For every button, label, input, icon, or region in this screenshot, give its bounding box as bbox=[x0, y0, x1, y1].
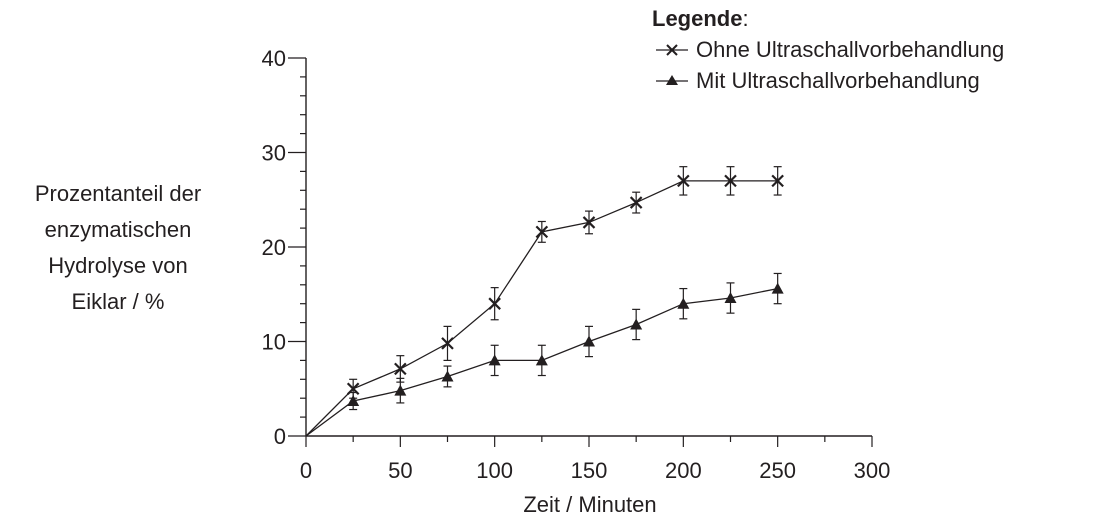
legend: Legende: Ohne Ultraschallvorbehandlung M… bbox=[652, 4, 1004, 96]
axis-ticks: 0 50 100 150 200 250 300 0 10 20 30 40 bbox=[262, 46, 891, 483]
x-marker-stroke bbox=[724, 174, 737, 188]
x-marker-point bbox=[582, 216, 596, 229]
x-axis-label: Zeit / Minuten bbox=[523, 492, 657, 517]
x-tick-label: 300 bbox=[854, 458, 891, 483]
triangle-marker-point bbox=[583, 335, 595, 347]
series-ohne bbox=[305, 166, 784, 437]
x-tick-label: 250 bbox=[759, 458, 796, 483]
axes bbox=[305, 58, 872, 437]
legend-item-ohne: Ohne Ultraschallvorbehandlung bbox=[652, 35, 1004, 65]
x-marker-point bbox=[724, 174, 737, 188]
x-marker-stroke bbox=[771, 174, 784, 188]
y-tick-label: 30 bbox=[262, 141, 286, 166]
triangle-marker-point bbox=[630, 318, 643, 330]
x-marker-point bbox=[394, 362, 407, 376]
x-tick-label: 100 bbox=[476, 458, 513, 483]
x-marker-point bbox=[488, 297, 501, 310]
x-marker-point bbox=[629, 196, 643, 209]
x-marker-point bbox=[771, 174, 784, 188]
triangle-marker-point bbox=[347, 395, 360, 407]
x-marker-point bbox=[535, 225, 549, 239]
y-tick-label: 40 bbox=[262, 46, 286, 71]
triangle-marker-point bbox=[394, 384, 407, 396]
y-tick-label: 20 bbox=[262, 235, 286, 260]
legend-label-mit: Mit Ultraschallvorbehandlung bbox=[696, 68, 980, 93]
x-marker-stroke bbox=[677, 174, 690, 188]
series-mit bbox=[305, 272, 784, 437]
legend-title-text: Legende bbox=[652, 6, 743, 31]
x-marker-point bbox=[441, 337, 454, 350]
triangle-marker-point bbox=[535, 354, 548, 366]
x-marker-stroke bbox=[488, 297, 501, 310]
triangle-marker-point bbox=[441, 370, 454, 382]
x-marker-stroke bbox=[394, 362, 407, 376]
x-marker-stroke bbox=[629, 196, 643, 209]
legend-item-mit: Mit Ultraschallvorbehandlung bbox=[652, 66, 1004, 96]
x-marker-stroke bbox=[441, 337, 454, 350]
series-line bbox=[305, 180, 778, 437]
legend-label-ohne: Ohne Ultraschallvorbehandlung bbox=[696, 37, 1005, 62]
triangle-marker-point bbox=[724, 292, 737, 304]
y-tick-label: 10 bbox=[262, 330, 286, 355]
triangle-marker-point bbox=[677, 297, 690, 309]
triangle-marker-point bbox=[488, 354, 501, 366]
legend-title: Legende: bbox=[652, 4, 1004, 34]
triangle-marker-icon bbox=[656, 75, 688, 85]
x-marker-icon bbox=[656, 44, 688, 56]
x-marker-stroke bbox=[535, 225, 549, 239]
x-marker-point bbox=[677, 174, 690, 188]
legend-title-colon: : bbox=[742, 6, 749, 31]
x-tick-label: 0 bbox=[300, 458, 312, 483]
x-tick-label: 50 bbox=[388, 458, 412, 483]
x-tick-label: 200 bbox=[665, 458, 702, 483]
y-axis-label: Prozentanteil der enzymatischen Hydrolys… bbox=[34, 181, 202, 314]
x-marker-stroke bbox=[582, 216, 596, 229]
series-layer bbox=[305, 166, 784, 437]
x-tick-label: 150 bbox=[571, 458, 608, 483]
y-tick-label: 0 bbox=[274, 424, 286, 449]
triangle-marker-point bbox=[771, 282, 784, 294]
